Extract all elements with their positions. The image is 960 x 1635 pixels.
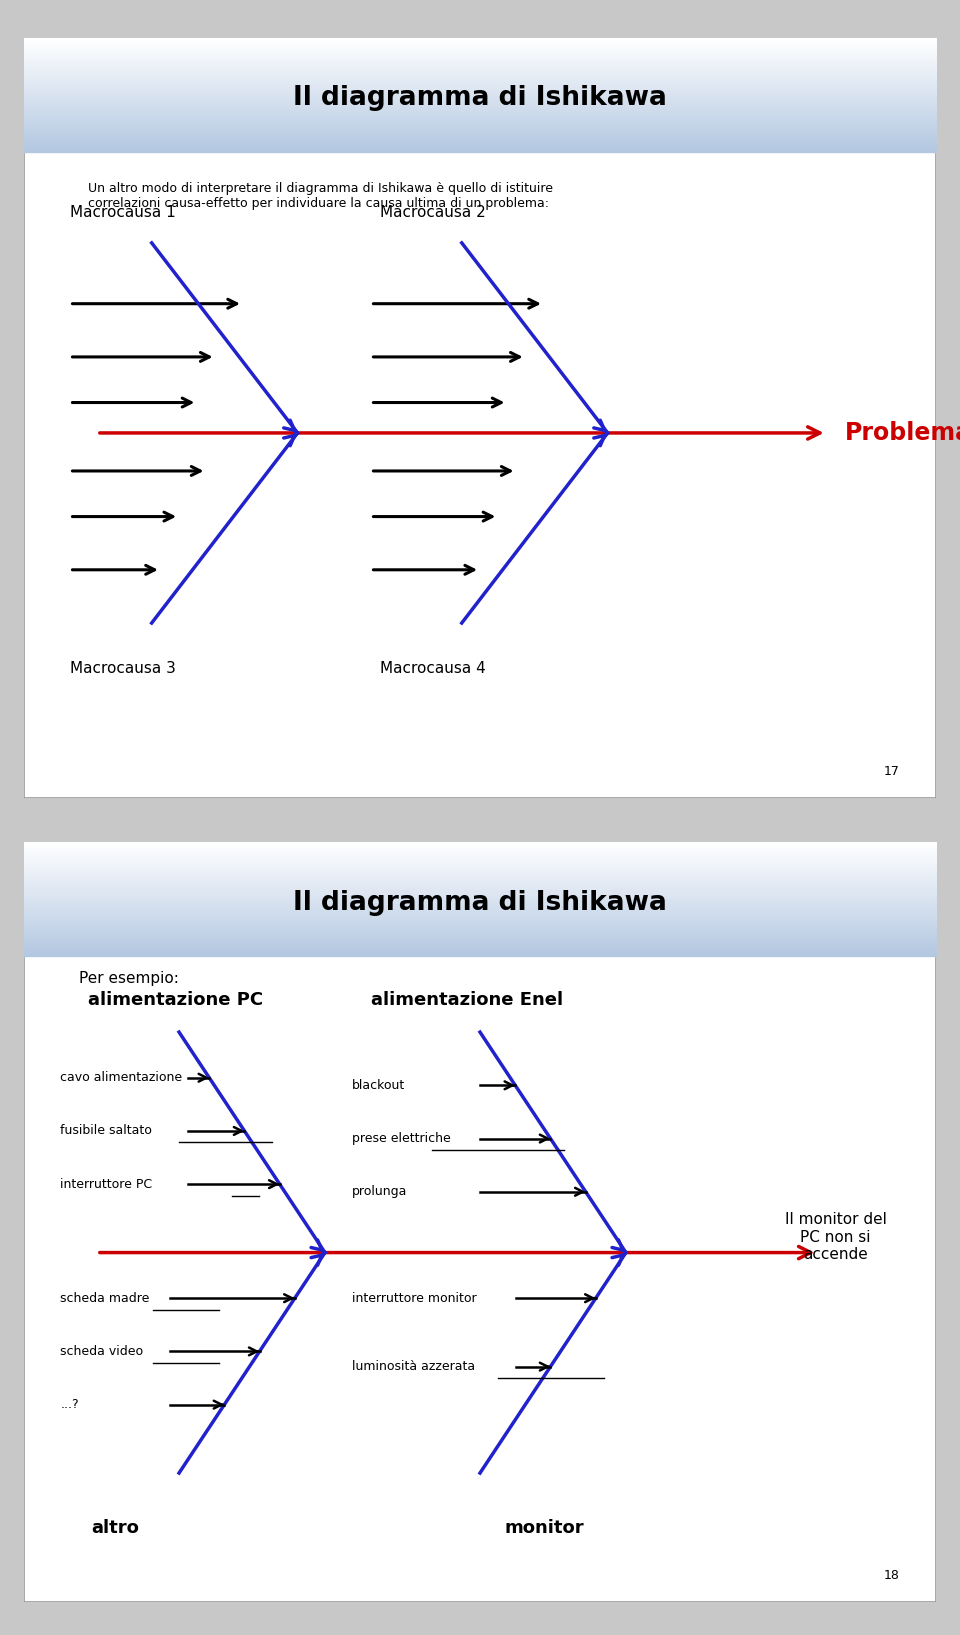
Text: scheda video: scheda video	[60, 1346, 144, 1359]
Text: Il monitor del
PC non si
accende: Il monitor del PC non si accende	[784, 1213, 887, 1262]
Text: luminosità azzerata: luminosità azzerata	[352, 1360, 475, 1373]
Text: Il diagramma di Ishikawa: Il diagramma di Ishikawa	[293, 889, 667, 916]
Text: alimentazione PC: alimentazione PC	[88, 991, 263, 1009]
Text: prolunga: prolunga	[352, 1185, 408, 1198]
Text: Il diagramma di Ishikawa: Il diagramma di Ishikawa	[293, 85, 667, 111]
Text: Problema: Problema	[845, 420, 960, 445]
Text: fusibile saltato: fusibile saltato	[60, 1125, 153, 1138]
Text: Macrocausa 3: Macrocausa 3	[70, 661, 176, 675]
Text: cavo alimentazione: cavo alimentazione	[60, 1071, 182, 1084]
Text: 18: 18	[883, 1570, 900, 1583]
Text: monitor: monitor	[504, 1519, 584, 1537]
Text: ...?: ...?	[60, 1398, 79, 1411]
Text: Macrocausa 2: Macrocausa 2	[380, 204, 486, 221]
Text: prese elettriche: prese elettriche	[352, 1131, 451, 1144]
Text: altro: altro	[91, 1519, 139, 1537]
Text: scheda madre: scheda madre	[60, 1292, 150, 1305]
Text: interruttore PC: interruttore PC	[60, 1177, 153, 1190]
Text: Per esempio:: Per esempio:	[79, 971, 179, 986]
Text: 17: 17	[883, 765, 900, 778]
Text: alimentazione Enel: alimentazione Enel	[371, 991, 563, 1009]
Text: blackout: blackout	[352, 1079, 405, 1092]
Text: Macrocausa 1: Macrocausa 1	[70, 204, 176, 221]
Text: Un altro modo di interpretare il diagramma di Ishikawa è quello di istituire
cor: Un altro modo di interpretare il diagram…	[88, 181, 553, 209]
Text: interruttore monitor: interruttore monitor	[352, 1292, 477, 1305]
Text: Macrocausa 4: Macrocausa 4	[380, 661, 486, 675]
